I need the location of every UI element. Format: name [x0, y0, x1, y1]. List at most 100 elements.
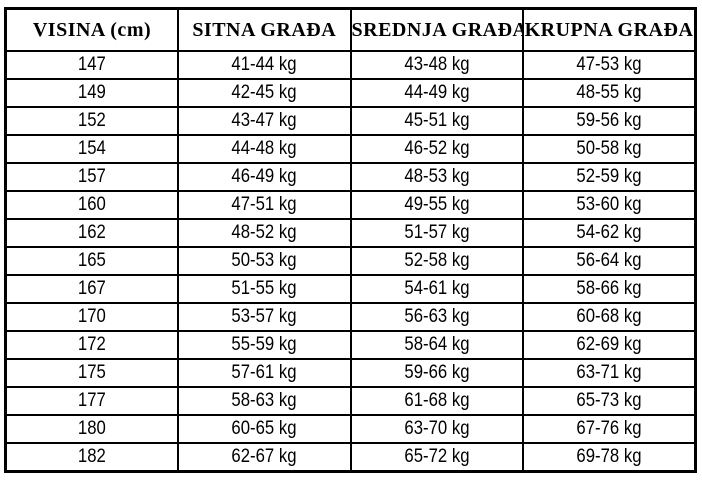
table-cell: 61-68 kg [349, 386, 524, 416]
table-cell: 58-66 kg [522, 274, 697, 304]
table-cell-text: 182 [78, 446, 106, 467]
table-cell-text: 63-71 kg [576, 362, 642, 383]
table-cell-text: 51-55 kg [231, 278, 297, 299]
table-cell-text: 48-55 kg [576, 82, 642, 103]
table-cell-text: 44-49 kg [404, 82, 470, 103]
table-row: 160 47-51 kg 49-55 kg 53-60 kg [4, 190, 697, 220]
table-cell-text: 69-78 kg [576, 446, 642, 467]
table-cell-text: 61-68 kg [404, 390, 470, 411]
table-cell: 62-67 kg [177, 442, 352, 473]
table-row: 157 46-49 kg 48-53 kg 52-59 kg [4, 162, 697, 192]
table-cell-text: 56-64 kg [576, 250, 642, 271]
column-header-srednja-gradja: SREDNJA GRAĐA [349, 7, 524, 52]
table-cell-text: 154 [78, 138, 106, 159]
table-cell: 59-66 kg [349, 358, 524, 388]
table-cell-text: 65-72 kg [404, 446, 470, 467]
table-cell-text: 67-76 kg [576, 418, 642, 439]
table-cell-text: 62-67 kg [231, 446, 297, 467]
table-cell-text: 46-52 kg [404, 138, 470, 159]
table-row: 182 62-67 kg 65-72 kg 69-78 kg [4, 442, 697, 473]
table-cell: 162 [4, 218, 179, 248]
table-cell: 170 [4, 302, 179, 332]
table-cell: 58-63 kg [177, 386, 352, 416]
table-cell-text: 57-61 kg [231, 362, 297, 383]
table-row: 177 58-63 kg 61-68 kg 65-73 kg [4, 386, 697, 416]
column-header-krupna-gradja: KRUPNA GRAĐA [522, 7, 697, 52]
table-cell: 152 [4, 106, 179, 136]
table-cell: 51-57 kg [349, 218, 524, 248]
table-cell-text: 180 [78, 418, 106, 439]
table-cell-text: 152 [78, 110, 106, 131]
table-cell: 60-65 kg [177, 414, 352, 444]
table-cell: 62-69 kg [522, 330, 697, 360]
height-weight-table: VISINA (cm) SITNA GRAĐA SREDNJA GRAĐA KR… [4, 7, 697, 473]
table-cell: 47-51 kg [177, 190, 352, 220]
table-cell: 46-52 kg [349, 134, 524, 164]
table-cell: 51-55 kg [177, 274, 352, 304]
table-cell-text: 43-48 kg [404, 54, 470, 75]
table-cell-text: 47-53 kg [576, 54, 642, 75]
table-cell-text: 44-48 kg [231, 138, 297, 159]
table-cell-text: 52-59 kg [576, 166, 642, 187]
table-cell: 65-73 kg [522, 386, 697, 416]
table-cell-text: 53-57 kg [231, 306, 297, 327]
table-cell-text: 51-57 kg [404, 222, 470, 243]
table-cell: 54-61 kg [349, 274, 524, 304]
table-cell: 165 [4, 246, 179, 276]
table-row: 152 43-47 kg 45-51 kg 59-56 kg [4, 106, 697, 136]
table-cell: 55-59 kg [177, 330, 352, 360]
table-cell: 56-64 kg [522, 246, 697, 276]
table-cell-text: 41-44 kg [231, 54, 297, 75]
table-cell-text: 170 [78, 306, 106, 327]
table-cell-text: 48-53 kg [404, 166, 470, 187]
table-row: 170 53-57 kg 56-63 kg 60-68 kg [4, 302, 697, 332]
table-cell: 59-56 kg [522, 106, 697, 136]
table-cell: 63-70 kg [349, 414, 524, 444]
table-cell-text: 52-58 kg [404, 250, 470, 271]
table-cell-text: 62-69 kg [576, 334, 642, 355]
table-cell-text: 162 [78, 222, 106, 243]
table-row: 149 42-45 kg 44-49 kg 48-55 kg [4, 78, 697, 108]
table-header: VISINA (cm) SITNA GRAĐA SREDNJA GRAĐA KR… [4, 7, 697, 52]
table-cell-text: 56-63 kg [404, 306, 470, 327]
table-cell-text: 42-45 kg [231, 82, 297, 103]
table-cell-text: 48-52 kg [231, 222, 297, 243]
table-cell: 177 [4, 386, 179, 416]
table-cell-text: 65-73 kg [576, 390, 642, 411]
table-cell-text: 60-65 kg [231, 418, 297, 439]
table-cell: 46-49 kg [177, 162, 352, 192]
table-cell: 63-71 kg [522, 358, 697, 388]
table-cell-text: 157 [78, 166, 106, 187]
table-cell: 49-55 kg [349, 190, 524, 220]
table-cell: 56-63 kg [349, 302, 524, 332]
table-cell-text: 177 [78, 390, 106, 411]
table-cell: 53-60 kg [522, 190, 697, 220]
column-header-visina: VISINA (cm) [4, 7, 179, 52]
column-header-sitna-gradja: SITNA GRAĐA [177, 7, 352, 52]
table-cell-text: 175 [78, 362, 106, 383]
table-cell-text: 45-51 kg [404, 110, 470, 131]
table-row: 180 60-65 kg 63-70 kg 67-76 kg [4, 414, 697, 444]
table-cell: 149 [4, 78, 179, 108]
table-cell-text: 58-63 kg [231, 390, 297, 411]
table-cell-text: 46-49 kg [231, 166, 297, 187]
table-cell: 154 [4, 134, 179, 164]
table-cell-text: 165 [78, 250, 106, 271]
table-cell-text: 43-47 kg [231, 110, 297, 131]
table-cell-text: 147 [78, 54, 106, 75]
table-cell: 47-53 kg [522, 50, 697, 80]
table-cell: 45-51 kg [349, 106, 524, 136]
table-cell-text: 59-56 kg [576, 110, 642, 131]
table-cell: 157 [4, 162, 179, 192]
table-cell: 52-59 kg [522, 162, 697, 192]
table-cell: 160 [4, 190, 179, 220]
table-cell: 180 [4, 414, 179, 444]
table-cell-text: 149 [78, 82, 106, 103]
table-cell: 43-48 kg [349, 50, 524, 80]
table-cell-text: 49-55 kg [404, 194, 470, 215]
table-cell: 54-62 kg [522, 218, 697, 248]
table-cell-text: 47-51 kg [231, 194, 297, 215]
table-cell: 52-58 kg [349, 246, 524, 276]
table-row: 147 41-44 kg 43-48 kg 47-53 kg [4, 50, 697, 80]
table-cell-text: 53-60 kg [576, 194, 642, 215]
